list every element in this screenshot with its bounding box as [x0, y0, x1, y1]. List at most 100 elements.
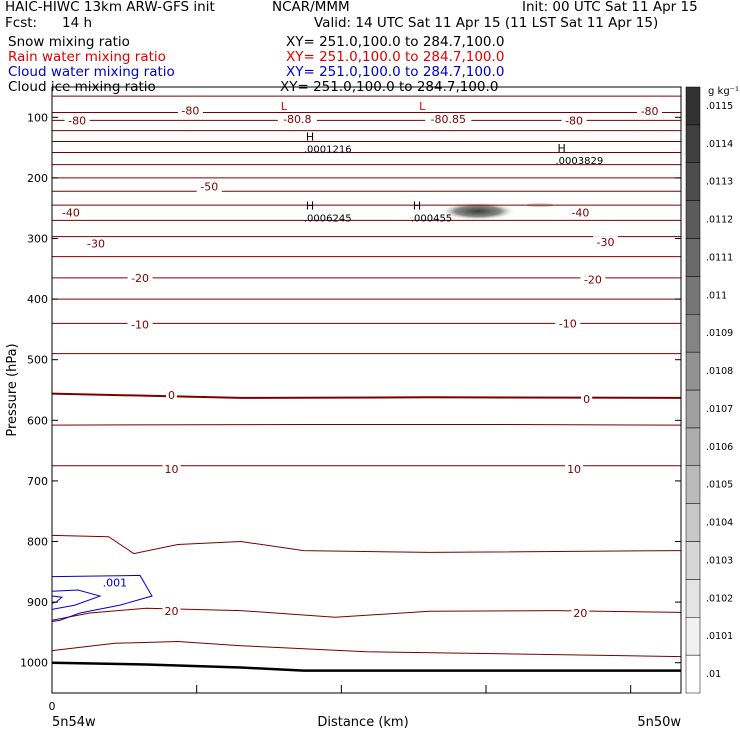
temperature-isoline — [51, 534, 682, 555]
terrain-line — [51, 661, 681, 672]
temperature-label: -80 — [181, 105, 199, 118]
temperature-label: -50 — [200, 180, 218, 193]
extremum-value: .0003829 — [555, 156, 603, 167]
colorbar-swatch — [685, 238, 701, 277]
temperature-label: 10 — [165, 463, 179, 476]
colorbar-label: .0112 — [706, 215, 733, 226]
colorbar-swatch — [685, 579, 701, 618]
zero-isotherm — [51, 392, 682, 399]
colorbar-swatch — [685, 276, 701, 315]
temperature-label: -80 — [68, 114, 86, 127]
field-name-cloud-water: Cloud water mixing ratio — [8, 64, 175, 80]
temperature-label: -30 — [87, 237, 105, 250]
colorbar: .01 .0101 .0102 .0103 .0104 .0105 .0106 .0107 .0… — [685, 86, 733, 694]
temperature-label-bg — [580, 273, 606, 286]
x-start-label: 5n54w — [52, 715, 96, 730]
mixing-ratio-shade — [440, 202, 516, 221]
temperature-label: -30 — [597, 236, 615, 249]
colorbar-label: .0111 — [706, 252, 733, 263]
field-xy-cloud-water: XY= 251.0,100.0 to 284.7,100.0 — [286, 64, 505, 80]
temperature-label: 20 — [573, 607, 587, 620]
colorbar-label: .0101 — [706, 631, 733, 642]
x-end-label: 5n50w — [637, 715, 681, 730]
temperature-isoline — [51, 424, 682, 426]
header-title: HAIC-HIWC 13km ARW-GFS init — [5, 0, 215, 15]
temperature-label-bg — [425, 113, 472, 126]
temperature-label: -80 — [641, 105, 659, 118]
y-tick-label: 100 — [27, 111, 48, 124]
y-tick-label: 1000 — [20, 657, 48, 670]
high-marker: H — [306, 130, 314, 143]
colorbar-label: .0105 — [706, 480, 733, 491]
field-name-rain: Rain water mixing ratio — [8, 49, 166, 65]
header-valid: Valid: 14 UTC Sat 11 Apr 15 (11 LST Sat … — [314, 15, 659, 31]
x-axis-label: Distance (km) — [317, 715, 408, 730]
colorbar-label: .0114 — [706, 139, 733, 150]
field-xy-snow: XY= 251.0,100.0 to 284.7,100.0 — [286, 34, 505, 50]
y-tick-label: 400 — [27, 293, 48, 306]
y-tick-label: 600 — [27, 414, 48, 427]
plot-frame — [51, 86, 682, 694]
extremum-value: .0006245 — [304, 213, 352, 224]
temperature-label-bg — [571, 607, 590, 620]
temperature-label-bg — [196, 180, 222, 193]
temperature-label-bg — [64, 114, 90, 127]
colorbar-swatch — [685, 654, 701, 694]
colorbar-label: .0108 — [706, 366, 733, 377]
temperature-label-bg — [555, 317, 581, 330]
field-name-snow: Snow mixing ratio — [8, 34, 130, 50]
contour-labels: .001 -80 -80 -80.8 -80.85 -80 -80 -50 -40 -40 -30 -… — [58, 100, 663, 620]
extremum-value: .0001216 — [304, 144, 352, 155]
colorbar-label: .01 — [706, 669, 721, 680]
y-tick-label: 200 — [27, 172, 48, 185]
temperature-label: -80.85 — [431, 113, 466, 126]
colorbar-swatch — [685, 541, 701, 580]
y-tick-label: 500 — [27, 354, 48, 367]
colorbar-swatch — [685, 503, 701, 542]
temperature-label-bg — [593, 236, 619, 249]
temperature-label: -40 — [571, 206, 589, 219]
temperature-label: 10 — [567, 463, 581, 476]
temperature-label: 20 — [165, 605, 179, 618]
x-tick-label-0: 0 — [49, 700, 56, 713]
colorbar-label: .0106 — [706, 442, 733, 453]
y-tick-label: 800 — [27, 536, 48, 549]
temperature-label: -20 — [584, 274, 602, 287]
colorbar-swatch — [685, 162, 701, 201]
temperature-label-bg — [83, 237, 109, 250]
temperature-label-bg — [166, 388, 178, 401]
temperature-label: -10 — [559, 317, 577, 330]
colorbar-label: .0102 — [706, 593, 733, 604]
colorbar-swatch — [685, 351, 701, 391]
cloud-water-label: .001 — [103, 577, 128, 590]
colorbar-label: .0109 — [706, 328, 733, 339]
temperature-label-bg — [581, 393, 593, 406]
colorbar-label: .0104 — [706, 518, 733, 529]
temperature-label: -80 — [565, 114, 583, 127]
temperature-label: 0 — [583, 393, 590, 406]
colorbar-label: .011 — [706, 290, 727, 301]
temperature-label-bg — [162, 462, 181, 475]
temperature-label-bg — [127, 271, 153, 284]
colorbar-label: .0103 — [706, 555, 733, 566]
temperature-label: -20 — [131, 272, 149, 285]
temperature-label: -40 — [62, 206, 80, 219]
temperature-label-bg — [58, 206, 84, 219]
colorbar-swatch — [685, 427, 701, 466]
header-init: Init: 00 UTC Sat 11 Apr 15 — [522, 0, 698, 15]
colorbar-swatch — [685, 314, 701, 353]
temperature-label-bg — [177, 104, 203, 117]
temperature-label-bg — [162, 605, 181, 618]
temperature-isoline — [51, 607, 682, 621]
high-marker: H — [557, 142, 565, 155]
colorbar-swatch — [685, 617, 701, 656]
header-fcst-label: Fcst: — [5, 15, 38, 31]
temperature-label-bg — [567, 206, 593, 219]
colorbar-unit: g kg⁻¹ — [708, 86, 739, 97]
temperature-label-bg — [637, 105, 663, 118]
colorbar-swatch — [685, 86, 701, 126]
temperature-label: -10 — [131, 319, 149, 332]
colorbar-swatch — [685, 200, 701, 239]
